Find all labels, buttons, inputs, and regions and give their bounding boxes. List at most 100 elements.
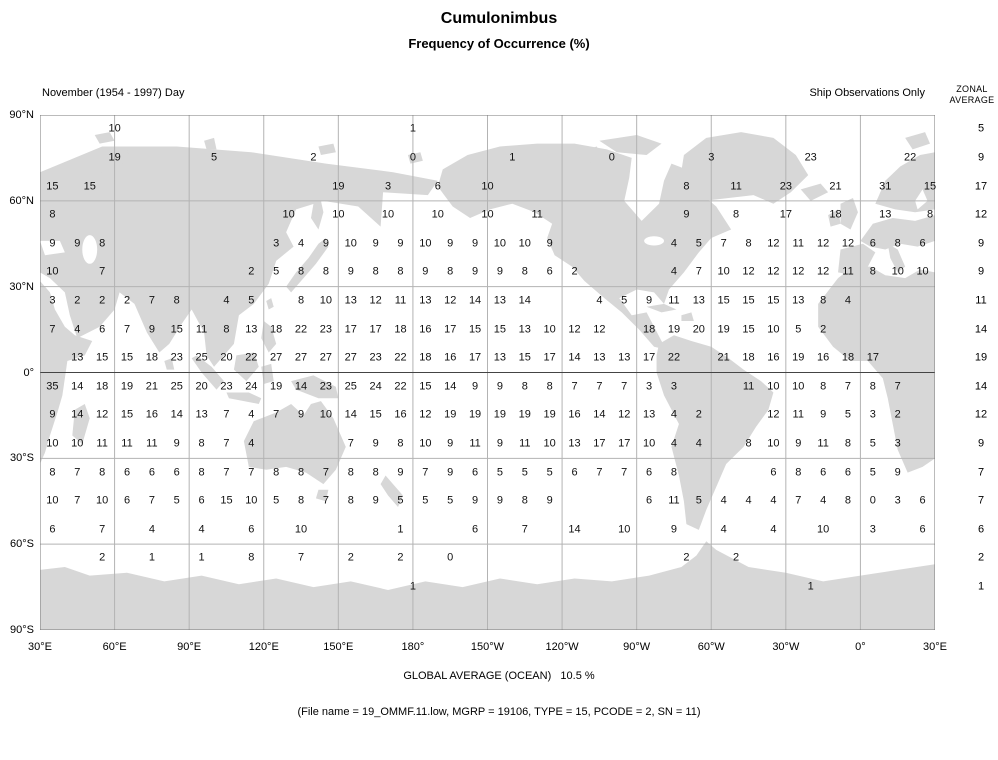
- grid-value: 14: [71, 380, 84, 393]
- island-madagascar: [72, 403, 90, 445]
- grid-value: 8: [297, 265, 305, 278]
- grid-value: 5: [397, 494, 404, 507]
- grid-value: 13: [518, 323, 531, 336]
- island-sakhalin: [310, 200, 324, 230]
- grid-value: 14: [568, 523, 581, 536]
- grid-value: 14: [518, 294, 531, 307]
- grid-value: 15: [742, 294, 755, 307]
- grid-value: 10: [792, 380, 805, 393]
- grid-value: 6: [148, 466, 155, 479]
- grid-value: 8: [820, 294, 827, 307]
- grid-value: 12: [369, 294, 382, 307]
- grid-value: 22: [667, 351, 681, 364]
- zonal-average-value: 5: [977, 122, 985, 135]
- grid-value: 9: [297, 408, 305, 421]
- grid-value: 3: [49, 294, 56, 307]
- grid-value: 8: [49, 208, 56, 221]
- grid-value: 7: [49, 323, 56, 336]
- grid-value: 8: [173, 294, 180, 307]
- grid-value: 23: [779, 180, 792, 193]
- grid-value: 10: [431, 208, 444, 221]
- grid-value: 2: [733, 551, 740, 564]
- grid-value: 13: [593, 351, 606, 364]
- grid-value: 6: [546, 265, 553, 278]
- grid-value: 10: [71, 437, 84, 450]
- zonal-average-value: 14: [974, 323, 988, 336]
- grid-value: 4: [670, 237, 678, 250]
- grid-value: 5: [422, 494, 429, 507]
- grid-value: 9: [472, 494, 479, 507]
- grid-value: 9: [496, 437, 503, 450]
- grid-value: 10: [767, 323, 780, 336]
- island-new-guinea: [291, 375, 339, 399]
- grid-value: 11: [531, 208, 543, 221]
- grid-value: 8: [248, 551, 255, 564]
- grid-value: 11: [742, 380, 755, 393]
- grid-value: 6: [919, 494, 926, 507]
- grid-value: 7: [720, 237, 727, 250]
- grid-value: 18: [394, 323, 407, 336]
- grid-value: 23: [220, 380, 233, 393]
- grid-value: 6: [472, 466, 479, 479]
- grid-value: 7: [844, 380, 852, 393]
- grid-value: 19: [543, 408, 556, 421]
- grid-value: 7: [123, 323, 131, 336]
- grid-value: 16: [145, 408, 158, 421]
- grid-value: 10: [294, 523, 308, 536]
- grid-value: 7: [99, 265, 106, 278]
- grid-value: 2: [248, 265, 255, 278]
- map-panel: 10 1 19 5 2 0 1 0 3 23 22 15 15 19 3 6 10 8 11 23 21 31 15 8 10 1…: [40, 115, 937, 630]
- grid-value: 2: [397, 551, 404, 564]
- grid-value: 3: [708, 151, 715, 164]
- grid-value: 10: [419, 237, 432, 250]
- region-italy: [887, 243, 906, 273]
- grid-value: 2: [99, 294, 106, 307]
- island-cuba: [646, 303, 677, 313]
- grid-value: 12: [96, 408, 109, 421]
- source-label: Ship Observations Only: [809, 87, 925, 99]
- grid-value: 3: [384, 180, 392, 193]
- zonal-header-line2: AVERAGE: [949, 95, 995, 105]
- grid-value: 15: [170, 323, 183, 336]
- grid-value: 4: [670, 408, 678, 421]
- grid-value: 22: [245, 351, 258, 364]
- grid-value: 9: [347, 265, 354, 278]
- grid-value: 1: [198, 551, 205, 564]
- grid-value: 19: [667, 323, 681, 336]
- zonal-average-value: 9: [977, 237, 985, 250]
- grid-value: 7: [322, 494, 329, 507]
- grid-value: 8: [521, 494, 528, 507]
- grid-value: 15: [923, 180, 937, 193]
- grid-value: 6: [820, 466, 827, 479]
- grid-value: 9: [670, 523, 678, 536]
- zonal-average-value: 6: [977, 523, 985, 536]
- grid-value: 4: [74, 323, 81, 336]
- chart-title: Cumulonimbus: [440, 10, 558, 27]
- grid-value: 7: [74, 466, 81, 479]
- grid-value: 17: [344, 323, 357, 336]
- grid-value: 8: [869, 380, 876, 393]
- grid-value: 6: [770, 466, 777, 479]
- continent-south-america: [656, 335, 774, 530]
- grid-value: 8: [844, 437, 852, 450]
- continent-australia: [243, 401, 346, 485]
- grid-value: 7: [322, 466, 329, 479]
- grid-value: 1: [409, 122, 416, 135]
- grid-value: 15: [468, 323, 482, 336]
- grid-value: 9: [496, 380, 503, 393]
- grid-value: 22: [394, 351, 407, 364]
- grid-value: 1: [807, 580, 814, 593]
- island-sri-lanka: [164, 358, 175, 370]
- grid-value: 10: [767, 437, 780, 450]
- grid-value: 5: [248, 294, 255, 307]
- grid-value: 15: [369, 408, 382, 421]
- grid-value: 8: [820, 380, 827, 393]
- grid-value: 9: [546, 237, 553, 250]
- grid-value: 4: [670, 265, 678, 278]
- grid-value: 6: [869, 237, 876, 250]
- grid-value: 3: [273, 237, 280, 250]
- grid-value: 8: [297, 494, 305, 507]
- island-japan: [286, 238, 329, 293]
- grid-value: 5: [521, 466, 528, 479]
- grid-value: 6: [844, 466, 852, 479]
